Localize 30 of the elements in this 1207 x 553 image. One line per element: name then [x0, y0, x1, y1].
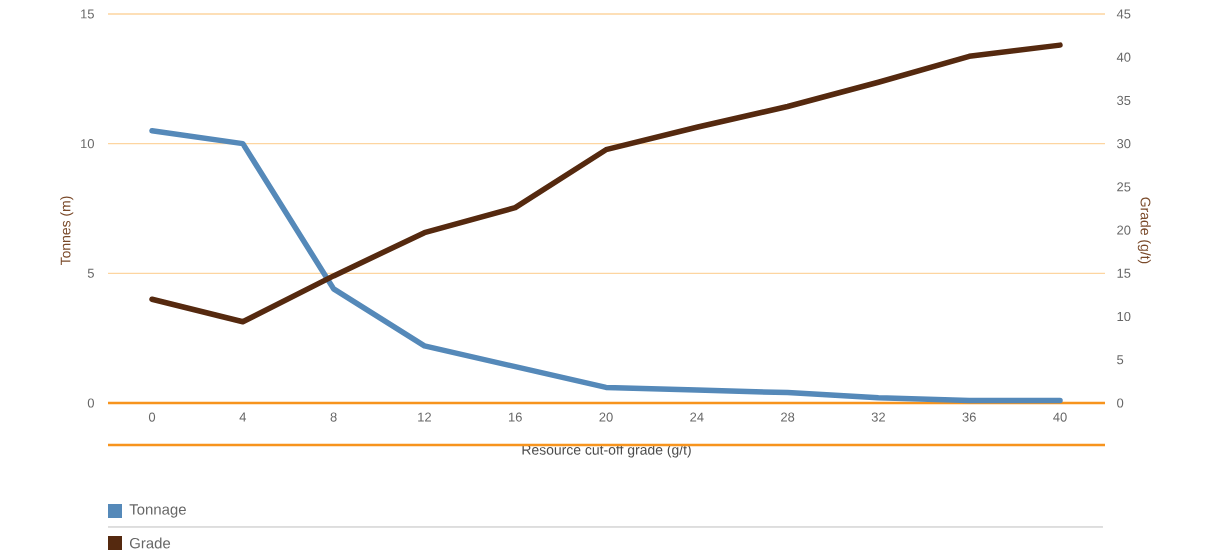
y-tick-label: 0 [87, 398, 94, 408]
x-tick-label: 36 [962, 412, 976, 422]
y2-tick-label: 25 [1117, 182, 1131, 192]
x-tick-label: 16 [508, 412, 522, 422]
y2-tick-label: 5 [1117, 355, 1124, 365]
y-tick-label: 10 [81, 139, 94, 149]
y2-tick-label: 0 [1117, 398, 1124, 408]
x-tick-label: 24 [690, 412, 704, 422]
y2-tick-label: 10 [1117, 311, 1131, 322]
y2-tick-label: 35 [1117, 95, 1131, 106]
y2-axis-title: Grade (g/t) [1137, 197, 1151, 264]
y2-tick-label: 40 [1116, 52, 1131, 62]
x-tick-label: 4 [239, 412, 247, 422]
y2-tick-label: 20 [1117, 225, 1131, 235]
x-tick-label: 20 [599, 412, 613, 422]
x-tick-label: 28 [781, 412, 795, 422]
x-axis-title: Resource cut-off grade (g/t) [522, 444, 691, 458]
y-axis-title: Tonnes (m) [60, 196, 74, 266]
y2-tick-label: 30 [1117, 139, 1131, 149]
legend-label: Grade [129, 537, 171, 549]
y2-tick-label: 45 [1116, 9, 1131, 19]
x-tick-label: 32 [871, 412, 885, 422]
x-tick-label: 8 [330, 412, 337, 422]
x-tick-label: 0 [148, 412, 156, 422]
y-tick-label: 5 [87, 268, 94, 278]
x-tick-label: 40 [1053, 412, 1067, 422]
legend-label: Tonnage [129, 504, 186, 518]
y2-tick-label: 15 [1117, 268, 1131, 278]
y-tick-label: 15 [81, 9, 94, 19]
x-tick-label: 12 [418, 412, 431, 422]
